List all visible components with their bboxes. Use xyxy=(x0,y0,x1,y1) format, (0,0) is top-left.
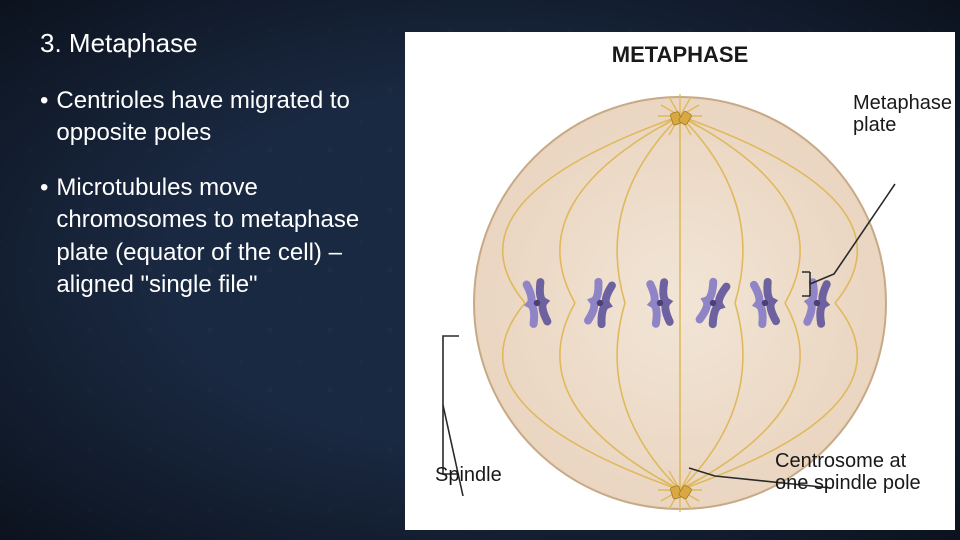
bullet-dot-icon: • xyxy=(40,85,48,150)
label-centrosome: Centrosome atone spindle pole xyxy=(775,450,921,494)
slide-heading: 3. Metaphase xyxy=(40,28,397,59)
bullet-text: Centrioles have migrated to opposite pol… xyxy=(56,85,397,150)
bullet-text: Microtubules move chromosomes to metapha… xyxy=(56,172,397,302)
bullet-dot-icon: • xyxy=(40,172,48,302)
diagram-title: METAPHASE xyxy=(405,42,955,68)
metaphase-diagram: METAPHASE Metaphaseplate Spindle Centros… xyxy=(405,32,955,530)
slide-content: 3. Metaphase • Centrioles have migrated … xyxy=(0,0,960,540)
label-metaphase-plate: Metaphaseplate xyxy=(853,92,952,136)
diagram-column: METAPHASE Metaphaseplate Spindle Centros… xyxy=(405,28,960,540)
text-column: 3. Metaphase • Centrioles have migrated … xyxy=(40,28,405,540)
label-spindle: Spindle xyxy=(435,464,502,486)
bullet-1: • Centrioles have migrated to opposite p… xyxy=(40,85,397,150)
bullet-2: • Microtubules move chromosomes to metap… xyxy=(40,172,397,302)
